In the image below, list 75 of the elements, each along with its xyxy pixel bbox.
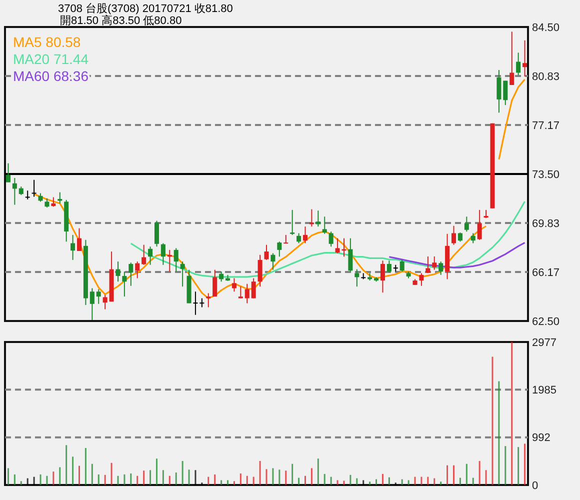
y-tick-label: 2977 xyxy=(532,336,556,349)
candlestick xyxy=(90,288,94,320)
y-tick-label: 0 xyxy=(532,480,538,492)
candlestick xyxy=(419,272,424,286)
candlestick xyxy=(496,70,502,114)
candlestick xyxy=(386,260,392,274)
candlestick xyxy=(380,260,385,294)
candlestick xyxy=(516,52,521,76)
candlestick xyxy=(296,232,302,244)
candlestick xyxy=(503,80,508,106)
y-tick-label: 66.17 xyxy=(532,266,560,279)
candlestick xyxy=(328,231,334,248)
y-tick-label: 992 xyxy=(532,432,550,444)
candlestick xyxy=(258,254,262,288)
candlestick xyxy=(400,259,404,272)
candlestick xyxy=(219,271,224,282)
candlestick xyxy=(128,262,134,286)
candlestick xyxy=(432,256,437,270)
candlestick xyxy=(251,278,256,299)
candlestick xyxy=(458,232,462,242)
candlestick xyxy=(426,256,430,274)
candlestick xyxy=(122,271,127,298)
candlestick xyxy=(167,249,172,272)
y-tick-label: 73.50 xyxy=(532,168,560,181)
candlestick xyxy=(206,292,211,308)
candlestick xyxy=(348,238,353,272)
y-tick-label: 69.83 xyxy=(532,218,560,230)
candlestick xyxy=(470,232,476,244)
candlestick xyxy=(522,40,528,77)
candlestick xyxy=(174,248,178,272)
candlestick xyxy=(96,288,101,304)
y-tick-label: 62.50 xyxy=(532,316,560,328)
candlestick xyxy=(451,225,456,246)
chart-title: 3708 台股(3708) 20170721 收81.80 xyxy=(58,2,233,15)
candlestick xyxy=(302,226,308,244)
candlestick xyxy=(6,162,10,183)
candlestick xyxy=(464,216,469,232)
candlestick xyxy=(12,178,17,206)
candlestick xyxy=(135,261,140,279)
y-tick-label: 1985 xyxy=(532,384,556,396)
candlestick xyxy=(244,283,250,304)
chart-subtitle: 開81.50 高83.50 低80.80 xyxy=(60,14,182,27)
candlestick xyxy=(148,246,153,266)
candlestick xyxy=(180,261,185,288)
candlestick xyxy=(264,244,269,260)
candlestick xyxy=(232,278,236,292)
candlestick xyxy=(477,209,482,240)
candlestick xyxy=(25,190,30,200)
candlestick xyxy=(102,294,108,310)
candlestick xyxy=(76,228,82,252)
candlestick xyxy=(32,179,36,198)
y-tick-label: 80.83 xyxy=(532,70,560,83)
y-tick-label: 77.17 xyxy=(532,120,560,132)
candlestick xyxy=(142,244,146,266)
candlestick xyxy=(193,291,198,316)
candlestick xyxy=(322,216,327,234)
candlestick xyxy=(238,286,243,299)
candlestick xyxy=(160,242,166,266)
candlestick xyxy=(438,261,444,276)
candlestick xyxy=(510,31,514,86)
candlestick xyxy=(212,269,218,298)
candlestick xyxy=(116,261,120,282)
text: MA5 80.58 xyxy=(13,34,81,50)
text: MA20 71.44 xyxy=(13,51,89,67)
candlestick xyxy=(284,234,288,244)
candlestick xyxy=(354,268,360,288)
candlestick xyxy=(277,241,282,258)
candlestick xyxy=(44,198,50,208)
candlestick xyxy=(290,209,295,236)
candlestick xyxy=(316,210,320,228)
candlestick xyxy=(154,220,159,248)
candlestick xyxy=(51,196,56,208)
y-tick-label: 84.50 xyxy=(532,22,560,34)
candlestick xyxy=(70,234,76,260)
candlestick xyxy=(270,252,276,270)
